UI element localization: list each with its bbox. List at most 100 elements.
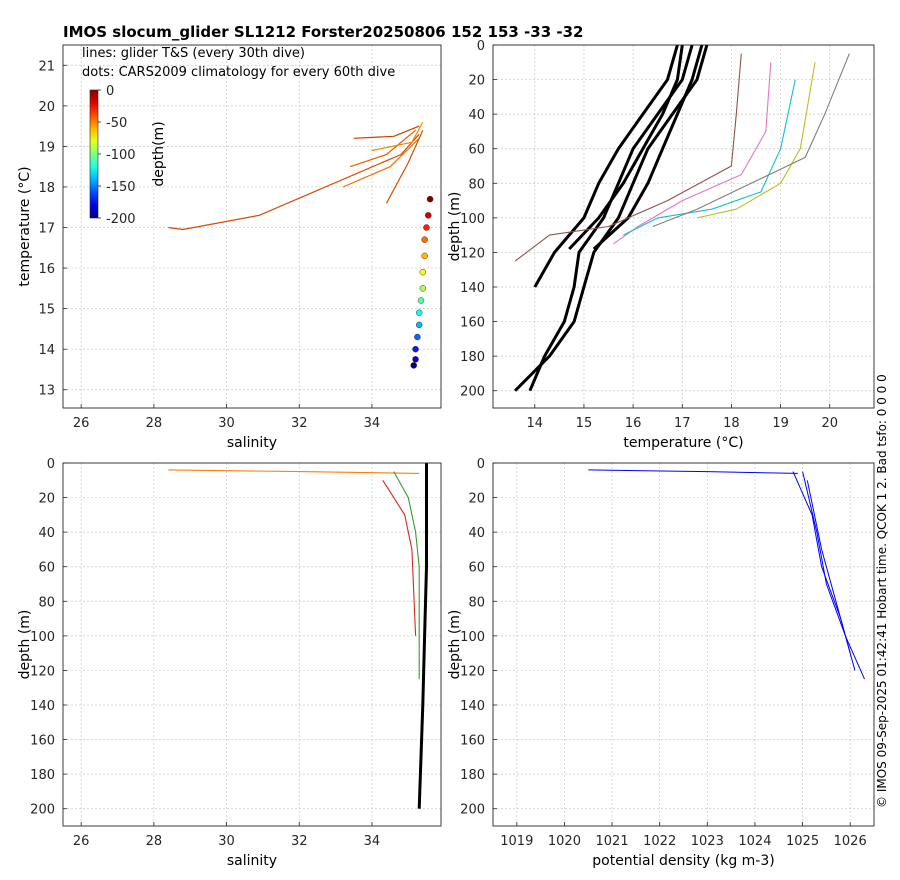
series-line-glider-surface-outlier: [168, 133, 420, 231]
y-tick-label: 80: [38, 595, 55, 610]
y-tick-label: 0: [47, 457, 55, 472]
figure-title: IMOS slocum_glider SL1212 Forster2025080…: [63, 23, 583, 41]
y-tick-label: 40: [468, 526, 485, 541]
x-tick-label: 1019: [500, 834, 533, 849]
series-line-glider-1: [514, 53, 742, 262]
y-tick-label: 60: [38, 561, 55, 576]
y-tick-label: 100: [460, 212, 485, 227]
y-axis-label: depth (m): [447, 610, 463, 680]
plot-area: [493, 463, 874, 826]
climatology-dot: [412, 345, 419, 353]
x-tick-label: 1021: [596, 834, 629, 849]
climatology-dot: [426, 195, 434, 203]
y-tick-label: 20: [38, 100, 55, 115]
x-tick-label: 1025: [786, 834, 819, 849]
x-tick-label: 32: [291, 834, 308, 849]
series-line-glider-3: [382, 480, 417, 636]
y-tick-label: 20: [38, 492, 55, 507]
series-line-glider-surface-6: [385, 129, 424, 204]
x-axis-label: salinity: [227, 853, 277, 869]
climatology-dot: [414, 333, 421, 341]
climatology-dot: [421, 252, 428, 260]
series-group: [168, 121, 434, 369]
y-axis-label: depth (m): [447, 192, 463, 262]
x-tick-label: 18: [723, 416, 740, 431]
y-tick-label: 100: [30, 630, 55, 645]
y-tick-label: 13: [38, 384, 55, 399]
chart-ts: 26 28 30 32 34 13 14 15 16 17 18 19 20 21 salinity temp…: [17, 44, 442, 451]
series-line-glider-surface-4: [342, 137, 420, 188]
x-tick-label: 19: [772, 416, 789, 431]
y-tick-label: 120: [460, 664, 485, 679]
series-group: [514, 45, 850, 392]
x-tick-label: 20: [821, 416, 838, 431]
x-tick-label: 1023: [691, 834, 724, 849]
y-tick-label: 0: [477, 457, 485, 472]
climatology-dot: [415, 309, 423, 316]
y-tick-label: 160: [460, 734, 485, 749]
climatology-dot: [410, 362, 417, 369]
climatology-dot: [417, 297, 425, 304]
series-line-glider-3: [623, 79, 796, 236]
y-tick-label: 0: [477, 39, 485, 54]
axes-frame: [62, 44, 442, 409]
climatology-dot: [419, 285, 427, 292]
climatology-dot: [423, 224, 430, 231]
climatology-dot: [425, 212, 432, 219]
series-line-glider-3: [802, 471, 865, 680]
y-tick-label: 19: [38, 140, 55, 155]
x-tick-label: 30: [218, 416, 235, 431]
colorbar: [89, 89, 99, 219]
series-line-glider-4: [696, 62, 816, 219]
climatology-dot: [421, 236, 428, 243]
x-tick-label: 1020: [548, 834, 581, 849]
y-tick-label: 180: [460, 350, 485, 365]
y-tick-label: 100: [460, 630, 485, 645]
copyright-note: © IMOS 09-Sep-2025 01:42:41 Hobart time.…: [875, 374, 889, 808]
x-tick-label: 15: [576, 416, 593, 431]
axes-frame: [492, 44, 875, 409]
y-axis-label: depth (m): [17, 610, 33, 680]
y-tick-label: 180: [30, 768, 55, 783]
climatology-dot: [419, 268, 427, 276]
x-tick-label: 26: [73, 834, 90, 849]
series-line-glider-2: [393, 471, 420, 680]
y-tick-label: 40: [38, 526, 55, 541]
colorbar-tick-label: -200: [106, 212, 136, 227]
x-tick-label: 34: [364, 416, 381, 431]
series-line-glider-surface: [168, 469, 420, 474]
series-line-climatology-b: [528, 45, 694, 392]
x-tick-label: 32: [291, 416, 308, 431]
colorbar-tick-label: -100: [106, 148, 136, 163]
series-line-climatology: [417, 463, 428, 809]
x-tick-label: 28: [146, 834, 163, 849]
series-line-glider-surface-2: [349, 129, 416, 168]
y-tick-label: 20: [468, 74, 485, 89]
x-tick-label: 26: [73, 416, 90, 431]
chart-dens_depth: 1019 1020 1021 1022 1023 1024 1025 1026 0 20 40 60 8…: [447, 457, 875, 869]
y-tick-label: 180: [460, 768, 485, 783]
y-tick-label: 16: [38, 262, 55, 277]
y-tick-label: 60: [468, 143, 485, 158]
y-tick-label: 15: [38, 303, 55, 318]
chart-sal_depth: 26 28 30 32 34 0 20 40 60 80 100 120 140 160 180 200 sal…: [17, 457, 442, 869]
chart-temp_depth: 14 15 16 17 18 19 2002040608010012014016018020…: [447, 39, 875, 451]
y-tick-label: 40: [468, 108, 485, 123]
series-line-glider-5: [652, 53, 850, 228]
y-tick-label: 160: [460, 316, 485, 331]
series-group: [168, 463, 428, 809]
legend-line-2: dots: CARS2009 climatology for every 60t…: [82, 65, 395, 80]
y-tick-label: 140: [30, 699, 55, 714]
climatology-dot: [412, 356, 419, 363]
series-line-climatology-a: [533, 45, 679, 288]
x-tick-label: 16: [625, 416, 642, 431]
x-tick-label: 1024: [738, 834, 771, 849]
x-tick-label: 28: [146, 416, 163, 431]
y-tick-label: 80: [468, 177, 485, 192]
axes-frame: [62, 462, 442, 827]
series-line-glider-4: [806, 480, 851, 654]
y-tick-label: 18: [38, 181, 55, 196]
x-axis-label: potential density (kg m-3): [592, 853, 774, 869]
x-tick-label: 1026: [834, 834, 867, 849]
